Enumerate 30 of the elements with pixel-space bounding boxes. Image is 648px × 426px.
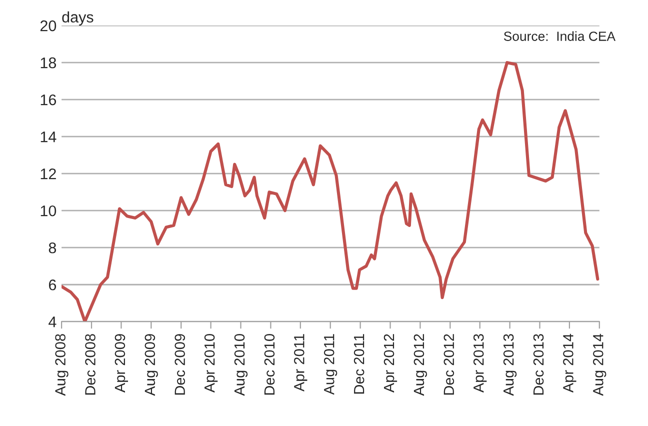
- x-tick-label: Aug 2010: [234, 334, 248, 396]
- x-tick-label: Aug 2012: [414, 334, 427, 396]
- y-tick-label: 4: [48, 316, 56, 328]
- x-tick-label: Dec 2010: [264, 334, 275, 395]
- y-tick-label: 12: [40, 168, 56, 180]
- x-tick-label: Aug 2011: [324, 334, 338, 395]
- x-tick-label: Apr 2012: [384, 334, 398, 393]
- x-tick-label: Aug 2014: [592, 334, 606, 396]
- y-tick-label: 6: [48, 279, 56, 290]
- x-tick-label: Dec 2013: [533, 334, 544, 395]
- y-axis-title: days: [62, 11, 94, 26]
- x-tick-label: Dec 2012: [444, 334, 454, 395]
- x-tick-label: Aug 2013: [503, 334, 517, 396]
- x-tick-label: Dec 2008: [85, 334, 96, 395]
- x-tick-label: Dec 2009: [174, 334, 186, 395]
- annotation: Source: India CEA: [504, 31, 616, 41]
- x-tick-label: Apr 2011: [294, 334, 308, 392]
- x-tick-label: Apr 2010: [204, 334, 218, 393]
- x-tick-label: Apr 2014: [563, 334, 576, 393]
- y-tick-label: 20: [40, 20, 56, 32]
- x-tick-label: Dec 2011: [354, 334, 364, 394]
- y-tick-label: 14: [40, 132, 56, 142]
- y-tick-label: 8: [48, 242, 56, 254]
- x-tick-label: Aug 2009: [144, 334, 158, 396]
- x-tick-label: Apr 2013: [473, 334, 487, 393]
- y-tick-label: 18: [40, 57, 56, 68]
- x-tick-label: Aug 2008: [55, 334, 68, 396]
- y-tick-label: 16: [40, 94, 56, 106]
- y-tick-label: 10: [40, 205, 56, 216]
- x-tick-label: Apr 2009: [114, 334, 128, 393]
